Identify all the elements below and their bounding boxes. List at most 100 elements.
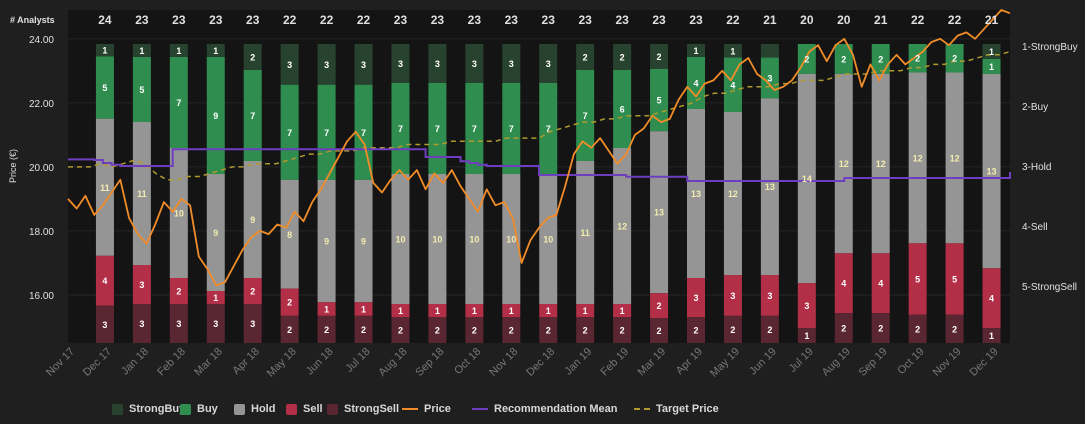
bar-segment-buy bbox=[687, 57, 705, 109]
bar-segment-hold bbox=[945, 72, 964, 244]
bar-value-label: 7 bbox=[472, 124, 477, 134]
bar-value-label: 9 bbox=[250, 215, 255, 225]
bar-value-label: 2 bbox=[804, 54, 809, 64]
bar-segment-strongsell bbox=[871, 313, 890, 343]
rating-scale-label: 2-Buy bbox=[1022, 102, 1048, 113]
bar-value-label: 2 bbox=[693, 326, 698, 336]
bar-value-label: 2 bbox=[620, 326, 625, 336]
bar-value-label: 1 bbox=[361, 305, 366, 315]
bar-value-label: 4 bbox=[989, 294, 994, 304]
bar-segment-buy bbox=[871, 44, 890, 74]
bar-value-label: 2 bbox=[287, 325, 292, 335]
bar-value-label: 2 bbox=[841, 324, 846, 334]
bar-segment-sell bbox=[132, 265, 151, 304]
legend-item-strongsell[interactable]: StrongSell bbox=[327, 398, 399, 420]
bar-segment-strongsell bbox=[908, 314, 927, 343]
bar-value-label: 1 bbox=[989, 62, 994, 72]
legend-item-strongbuy[interactable]: StrongBuy bbox=[112, 398, 185, 420]
bar-segment-strongbuy bbox=[354, 44, 373, 85]
legend-item-sell[interactable]: Sell bbox=[286, 398, 323, 420]
bar-value-label: 9 bbox=[213, 111, 218, 121]
bar-segment-hold bbox=[317, 179, 336, 303]
bar-value-label: 3 bbox=[213, 319, 218, 329]
bar-segment-sell bbox=[945, 243, 964, 315]
bar-segment-strongbuy bbox=[650, 44, 669, 69]
rating-scale-label: 1-StrongBuy bbox=[1022, 42, 1078, 53]
bar-segment-sell bbox=[243, 278, 262, 304]
bar-segment-strongbuy bbox=[95, 44, 114, 57]
bar-segment-buy bbox=[723, 57, 742, 112]
plot-area bbox=[68, 10, 1010, 343]
bar-value-label: 3 bbox=[398, 59, 403, 69]
bar-value-label: 1 bbox=[213, 46, 218, 56]
bar-value-label: 10 bbox=[395, 235, 405, 245]
y-tick-label: 24.00 bbox=[29, 35, 54, 46]
bar-segment-sell bbox=[169, 278, 188, 304]
bar-segment-strongbuy bbox=[465, 44, 484, 83]
analyst-count: 20 bbox=[837, 13, 851, 27]
y-axis-label: Price (€) bbox=[8, 149, 18, 183]
bar-segment-strongsell bbox=[391, 317, 410, 343]
analyst-count: 23 bbox=[431, 13, 445, 27]
bar-segment-sell bbox=[576, 304, 595, 317]
legend-label: Price bbox=[424, 403, 451, 415]
bar-segment-hold bbox=[391, 174, 410, 304]
legend-item-recommendation-mean[interactable]: Recommendation Mean bbox=[472, 398, 617, 420]
analyst-count: 23 bbox=[209, 13, 223, 27]
bar-segment-strongbuy bbox=[391, 44, 410, 83]
bar-segment-strongbuy bbox=[760, 44, 779, 58]
analyst-count: 23 bbox=[689, 13, 703, 27]
legend-label: Buy bbox=[197, 403, 218, 415]
bar-segment-buy bbox=[982, 58, 1001, 74]
legend-swatch bbox=[234, 403, 245, 415]
bar-value-label: 5 bbox=[139, 85, 144, 95]
bar-value-label: 5 bbox=[952, 274, 957, 284]
legend-label: Recommendation Mean bbox=[494, 403, 618, 415]
bar-value-label: 3 bbox=[324, 60, 329, 70]
analyst-count: 22 bbox=[357, 13, 371, 27]
bar-value-label: 11 bbox=[137, 189, 147, 199]
bar-value-label: 2 bbox=[657, 52, 662, 62]
legend-item-price[interactable]: Price bbox=[402, 398, 451, 420]
legend-label: Hold bbox=[251, 403, 276, 415]
bar-value-label: 3 bbox=[509, 59, 514, 69]
legend-item-hold[interactable]: Hold bbox=[234, 398, 275, 420]
target-price-line bbox=[68, 50, 1011, 181]
bar-segment-hold bbox=[834, 73, 853, 254]
bar-segment-strongsell bbox=[723, 315, 742, 343]
bar-value-label: 3 bbox=[546, 59, 551, 69]
bar-segment-strongsell bbox=[760, 315, 779, 343]
bar-segment-sell bbox=[95, 255, 114, 306]
bar-segment-strongsell bbox=[243, 304, 262, 343]
bar-segment-sell bbox=[428, 304, 447, 317]
bar-segment-buy bbox=[760, 57, 779, 99]
bar-value-label: 3 bbox=[139, 280, 144, 290]
bar-value-label: 3 bbox=[250, 319, 255, 329]
bar-value-label: 2 bbox=[952, 54, 957, 64]
bar-value-label: 3 bbox=[435, 59, 440, 69]
bar-segment-hold bbox=[613, 148, 632, 304]
legend-item-target-price[interactable]: Target Price bbox=[634, 398, 719, 420]
bar-segment-strongbuy bbox=[576, 44, 595, 70]
bar-segment-hold bbox=[206, 174, 225, 291]
analyst-count: 23 bbox=[542, 13, 556, 27]
bar-value-label: 2 bbox=[915, 324, 920, 334]
bar-value-label: 1 bbox=[324, 305, 329, 315]
legend-swatch bbox=[180, 403, 191, 415]
bar-value-label: 1 bbox=[730, 46, 735, 56]
bar-segment-buy bbox=[280, 84, 299, 180]
y-tick-label: 20.00 bbox=[29, 163, 54, 174]
bar-value-label: 2 bbox=[287, 298, 292, 308]
analyst-count: 22 bbox=[948, 13, 962, 27]
bar-value-label: 4 bbox=[102, 276, 107, 286]
bar-segment-sell bbox=[834, 253, 853, 314]
bar-value-label: 3 bbox=[804, 301, 809, 311]
bar-value-label: 12 bbox=[950, 153, 960, 163]
bar-segment-strongbuy bbox=[428, 44, 447, 83]
legend-item-buy[interactable]: Buy bbox=[180, 398, 218, 420]
bar-value-label: 3 bbox=[176, 319, 181, 329]
bar-segment-buy bbox=[317, 84, 336, 180]
analyst-count: 20 bbox=[800, 13, 814, 27]
bar-segment-sell bbox=[797, 283, 816, 329]
bar-segment-strongsell bbox=[797, 328, 816, 343]
